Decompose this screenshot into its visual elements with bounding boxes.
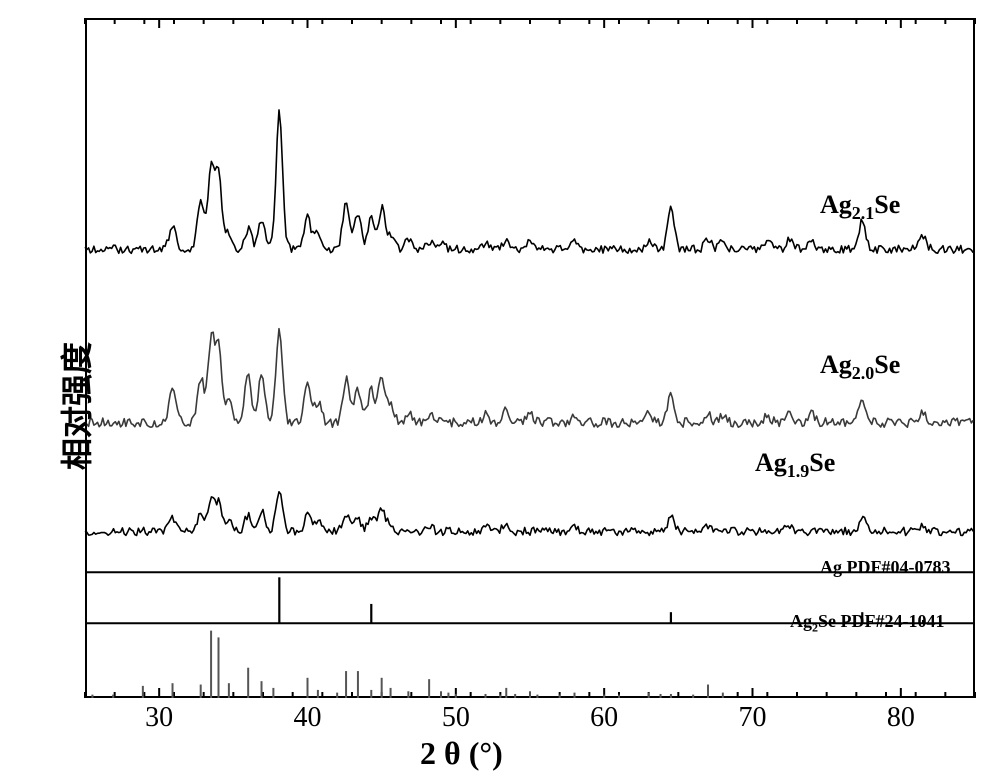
x-tick-label: 30: [145, 702, 173, 734]
reference-label-Ag_PDF: Ag PDF#04-0783: [820, 557, 950, 578]
xrd-trace-Ag1.9Se: [85, 492, 973, 536]
x-tick-label: 60: [590, 702, 618, 734]
x-tick-label: 40: [294, 702, 322, 734]
svg-layer: [0, 0, 1000, 779]
series-label-Ag2.1Se: Ag2.1Se: [820, 190, 900, 224]
x-tick-label: 50: [442, 702, 470, 734]
y-axis-label: 相对强度: [52, 342, 98, 470]
x-tick-label: 80: [887, 702, 915, 734]
x-tick-label: 70: [739, 702, 767, 734]
x-axis-label: 2 θ (°): [420, 735, 503, 772]
series-label-Ag1.9Se: Ag1.9Se: [755, 448, 835, 482]
xrd-trace-Ag2.1Se: [85, 110, 973, 253]
series-label-Ag2.0Se: Ag2.0Se: [820, 350, 900, 384]
xrd-figure: 相对强度 2 θ (°) 30 40 50 60 70 80 Ag2.1Se Ag2.0Se…: [0, 0, 1000, 779]
reference-label-Ag2Se_PDF: Ag2Se PDF#24-1041: [790, 611, 944, 636]
